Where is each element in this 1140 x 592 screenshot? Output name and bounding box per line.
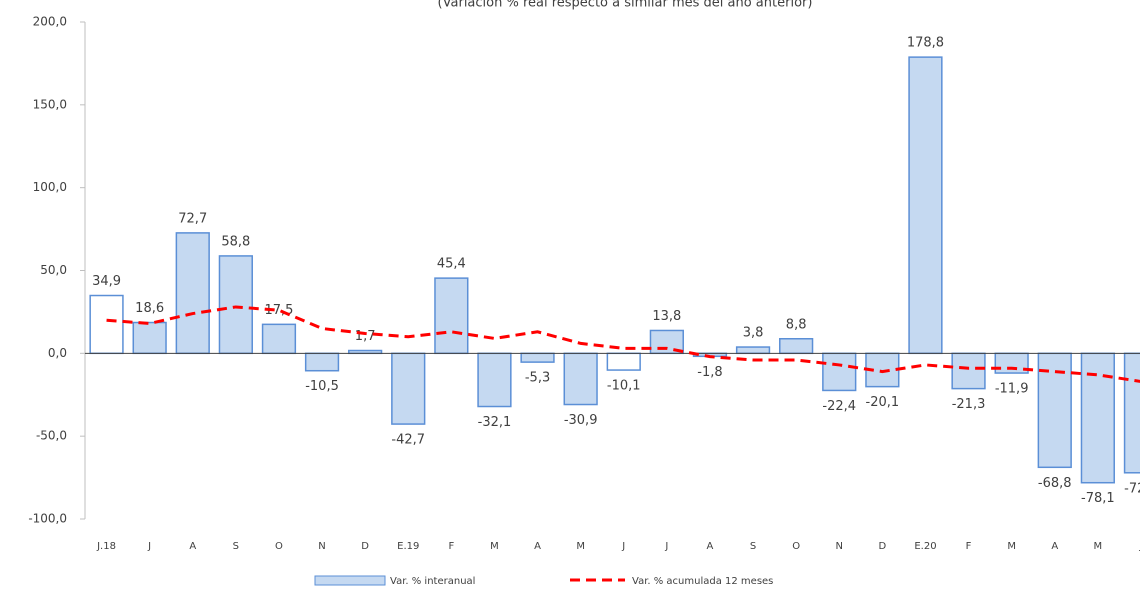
bar <box>477 352 512 408</box>
x-tick-label: N <box>318 541 325 552</box>
legend-label: Var. % interanual <box>390 576 475 587</box>
line <box>106 305 1140 383</box>
legend-label: Var. % acumulada 12 meses <box>632 576 773 587</box>
bar <box>563 352 598 406</box>
value-label: -22,4 <box>822 399 856 414</box>
value-label: 178,8 <box>907 36 944 51</box>
value-label: -5,3 <box>525 371 550 386</box>
y-tick-label: 150,0 <box>33 97 67 111</box>
x-tick-label: D <box>361 541 369 552</box>
x-tick-label: A <box>707 541 714 552</box>
y-tick-label: 0,0 <box>48 346 67 360</box>
bar <box>132 321 167 355</box>
bar <box>218 255 253 355</box>
y-tick-label: 200,0 <box>33 15 67 29</box>
bar <box>822 352 857 392</box>
value-label: -21,3 <box>952 397 986 412</box>
value-label: -20,1 <box>866 395 900 410</box>
value-label: -1,8 <box>697 365 722 380</box>
x-tick-label: O <box>275 541 283 552</box>
bar <box>951 352 986 390</box>
x-tick-label: A <box>1051 541 1058 552</box>
x-tick-label: A <box>189 541 196 552</box>
value-label: 3,8 <box>743 326 764 341</box>
value-label: 13,8 <box>652 309 681 324</box>
bar <box>391 352 426 425</box>
bar <box>1123 352 1140 474</box>
value-label: -72,1 <box>1124 481 1140 496</box>
x-tick-label: J <box>147 541 151 552</box>
value-label: -68,8 <box>1038 476 1072 491</box>
x-tick-label: M <box>576 541 585 552</box>
bar <box>304 352 340 372</box>
y-tick-label: -100,0 <box>28 512 67 526</box>
x-tick-label: D <box>878 541 886 552</box>
value-label: 8,8 <box>786 317 807 332</box>
value-label: -11,9 <box>995 382 1029 397</box>
value-label: -10,1 <box>607 379 641 394</box>
bar <box>1037 352 1072 469</box>
x-tick-label: N <box>836 541 843 552</box>
value-label: -42,7 <box>391 433 425 448</box>
value-label: 58,8 <box>221 234 250 249</box>
x-tick-label: S <box>750 541 756 552</box>
value-label: -10,5 <box>305 379 339 394</box>
bar <box>606 352 641 371</box>
bar <box>89 294 124 355</box>
x-tick-label: M <box>490 541 499 552</box>
value-label: 45,4 <box>437 257 466 272</box>
value-label: 18,6 <box>135 301 164 316</box>
y-tick-label: 50,0 <box>40 263 67 277</box>
bar <box>1080 352 1115 484</box>
bar <box>908 56 943 355</box>
value-label: -30,9 <box>564 413 598 428</box>
value-label: -32,1 <box>478 415 512 430</box>
chart-subtitle: (Variación % real respecto a similar mes… <box>438 0 813 11</box>
y-tick-label: 100,0 <box>33 180 67 194</box>
bar <box>520 352 555 363</box>
legend-swatch <box>314 575 386 586</box>
x-tick-label: E.19 <box>397 541 419 552</box>
bar <box>434 277 469 355</box>
x-tick-label: J <box>664 541 668 552</box>
y-tick-label: -50,0 <box>36 429 67 443</box>
bar <box>779 338 814 355</box>
bar <box>175 232 210 355</box>
x-tick-label: F <box>966 541 972 552</box>
x-tick-label: F <box>448 541 454 552</box>
x-tick-label: J <box>1138 541 1140 552</box>
value-label: 34,9 <box>92 274 121 289</box>
x-tick-label: E.20 <box>914 541 936 552</box>
x-tick-label: M <box>1007 541 1016 552</box>
x-tick-label: O <box>792 541 800 552</box>
bar <box>735 346 771 355</box>
x-tick-label: A <box>534 541 541 552</box>
value-label: 72,7 <box>178 211 207 226</box>
x-tick-label: J.18 <box>96 541 116 552</box>
x-tick-label: J <box>621 541 625 552</box>
x-tick-label: S <box>233 541 239 552</box>
bar <box>261 323 297 355</box>
x-tick-label: M <box>1094 541 1103 552</box>
value-label: -78,1 <box>1081 491 1115 506</box>
